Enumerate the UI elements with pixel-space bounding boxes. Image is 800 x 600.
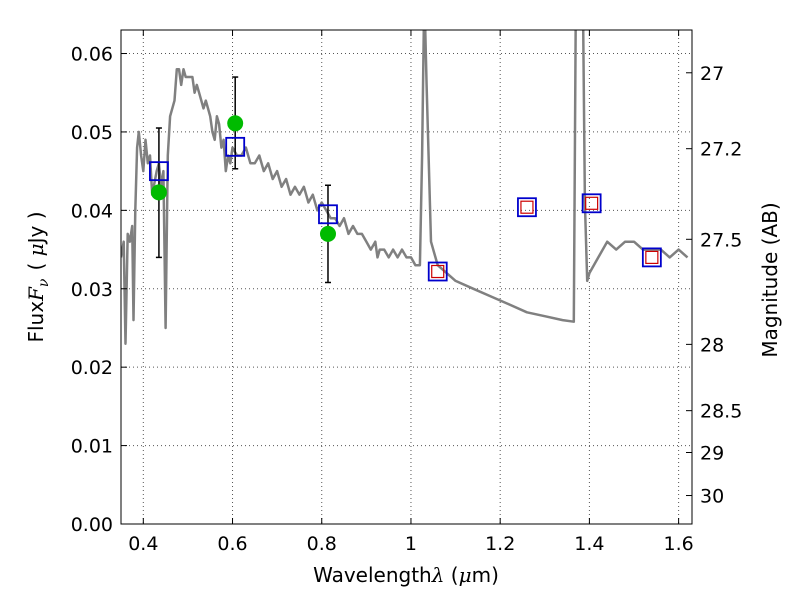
y-axis-unit-mu: μ xyxy=(24,243,48,256)
right-axis-title: Magnitude (AB) xyxy=(758,202,782,357)
x-axis-lambda: λ xyxy=(431,563,445,587)
observed-point-1 xyxy=(227,115,244,132)
y-tick-label-0: 0.00 xyxy=(71,514,113,536)
y-axis-unit-close: Jy ) xyxy=(24,211,48,245)
x-ticks: 0.4 0.6 0.8 1 1.2 1.4 1.6 xyxy=(128,30,694,555)
right-tick-label-0: 27 xyxy=(700,63,724,85)
observed-point-2 xyxy=(319,225,336,242)
right-ticks: 27 27.2 27.5 28 28.5 29 30 xyxy=(686,63,742,508)
model-inner-square-3 xyxy=(431,264,445,279)
model-square-1 xyxy=(225,136,246,157)
model-square-3 xyxy=(427,261,448,282)
sed-model-line xyxy=(121,30,689,345)
right-tick-label-3: 28 xyxy=(700,334,724,356)
observed-points xyxy=(150,115,336,242)
right-tick-label-2: 27.5 xyxy=(700,229,742,251)
right-tick-label-6: 30 xyxy=(700,486,724,508)
y-axis-unit-open: ( xyxy=(24,256,48,270)
y-tick-label-5: 0.05 xyxy=(71,122,113,144)
model-square-0 xyxy=(149,161,169,182)
x-axis-unit-open: ( xyxy=(444,563,458,587)
y-axis-F: F xyxy=(24,286,48,302)
y-tick-label-1: 0.01 xyxy=(71,436,113,458)
y-axis-title: FluxFν ( μJy ) xyxy=(24,211,52,342)
observed-point-0 xyxy=(150,184,167,201)
x-tick-label-2: 0.8 xyxy=(307,533,337,555)
right-tick-label-5: 29 xyxy=(700,442,724,464)
x-axis-unit-close: m) xyxy=(472,563,499,587)
model-square-5 xyxy=(581,193,602,214)
x-tick-label-3: 1 xyxy=(405,533,417,555)
right-tick-label-4: 28.5 xyxy=(700,401,742,423)
model-inner-square-5 xyxy=(585,196,599,210)
model-square-2 xyxy=(318,204,338,225)
y-axis-label-text: Flux xyxy=(24,301,48,343)
y-axis-nu: ν xyxy=(36,278,52,287)
x-axis-label-text: Wavelength xyxy=(313,563,432,587)
y-tick-label-3: 0.03 xyxy=(71,279,113,301)
model-inner-square-6 xyxy=(645,250,659,264)
model-square-6 xyxy=(641,247,662,268)
x-tick-label-4: 1.2 xyxy=(485,533,515,555)
plot-area xyxy=(121,30,689,345)
x-tick-label-6: 1.6 xyxy=(664,533,694,555)
y-tick-label-4: 0.04 xyxy=(71,200,113,222)
x-tick-label-1: 0.6 xyxy=(217,533,247,555)
x-tick-label-5: 1.4 xyxy=(574,533,604,555)
model-square-4 xyxy=(517,197,537,218)
model-points xyxy=(149,136,662,282)
x-axis-unit-mu: μ xyxy=(459,563,472,587)
right-tick-label-1: 27.2 xyxy=(700,139,742,161)
y-tick-label-2: 0.02 xyxy=(71,357,113,379)
plot-frame xyxy=(120,29,693,525)
y-ticks: 0.00 0.01 0.02 0.03 0.04 0.05 0.06 xyxy=(71,44,127,536)
y-tick-label-6: 0.06 xyxy=(71,44,113,66)
model-inner-square-4 xyxy=(520,200,534,214)
x-tick-label-0: 0.4 xyxy=(128,533,158,555)
x-axis-title: Wavelengthλ (μm) xyxy=(313,563,499,587)
